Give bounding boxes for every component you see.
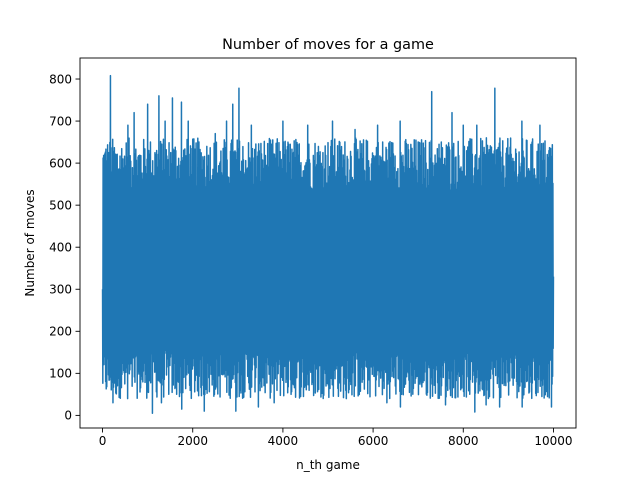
x-tick-label: 4000 — [268, 434, 299, 448]
y-axis-label: Number of moves — [23, 189, 37, 296]
y-tick-label: 500 — [49, 198, 72, 212]
y-tick-label: 200 — [49, 325, 72, 339]
y-tick-label: 300 — [49, 283, 72, 297]
y-tick-label: 100 — [49, 367, 72, 381]
y-tick-label: 0 — [64, 409, 72, 423]
x-tick-label: 0 — [99, 434, 107, 448]
y-tick-label: 400 — [49, 241, 72, 255]
series-layer — [101, 74, 555, 415]
x-tick-label: 2000 — [177, 434, 208, 448]
x-tick-label: 8000 — [448, 434, 479, 448]
y-axis: 0 100 200 300 400 500 600 700 800 — [49, 72, 80, 423]
x-axis: 0 2000 4000 6000 8000 10000 — [99, 428, 573, 448]
y-tick-label: 600 — [49, 156, 72, 170]
series-line — [101, 74, 555, 415]
x-tick-label: 6000 — [358, 434, 389, 448]
x-tick-label: 10000 — [534, 434, 572, 448]
y-tick-label: 800 — [49, 72, 72, 86]
y-tick-label: 700 — [49, 114, 72, 128]
plot-frame — [79, 57, 577, 429]
x-axis-label: n_th game — [296, 458, 360, 472]
chart-title: Number of moves for a game — [222, 37, 434, 53]
